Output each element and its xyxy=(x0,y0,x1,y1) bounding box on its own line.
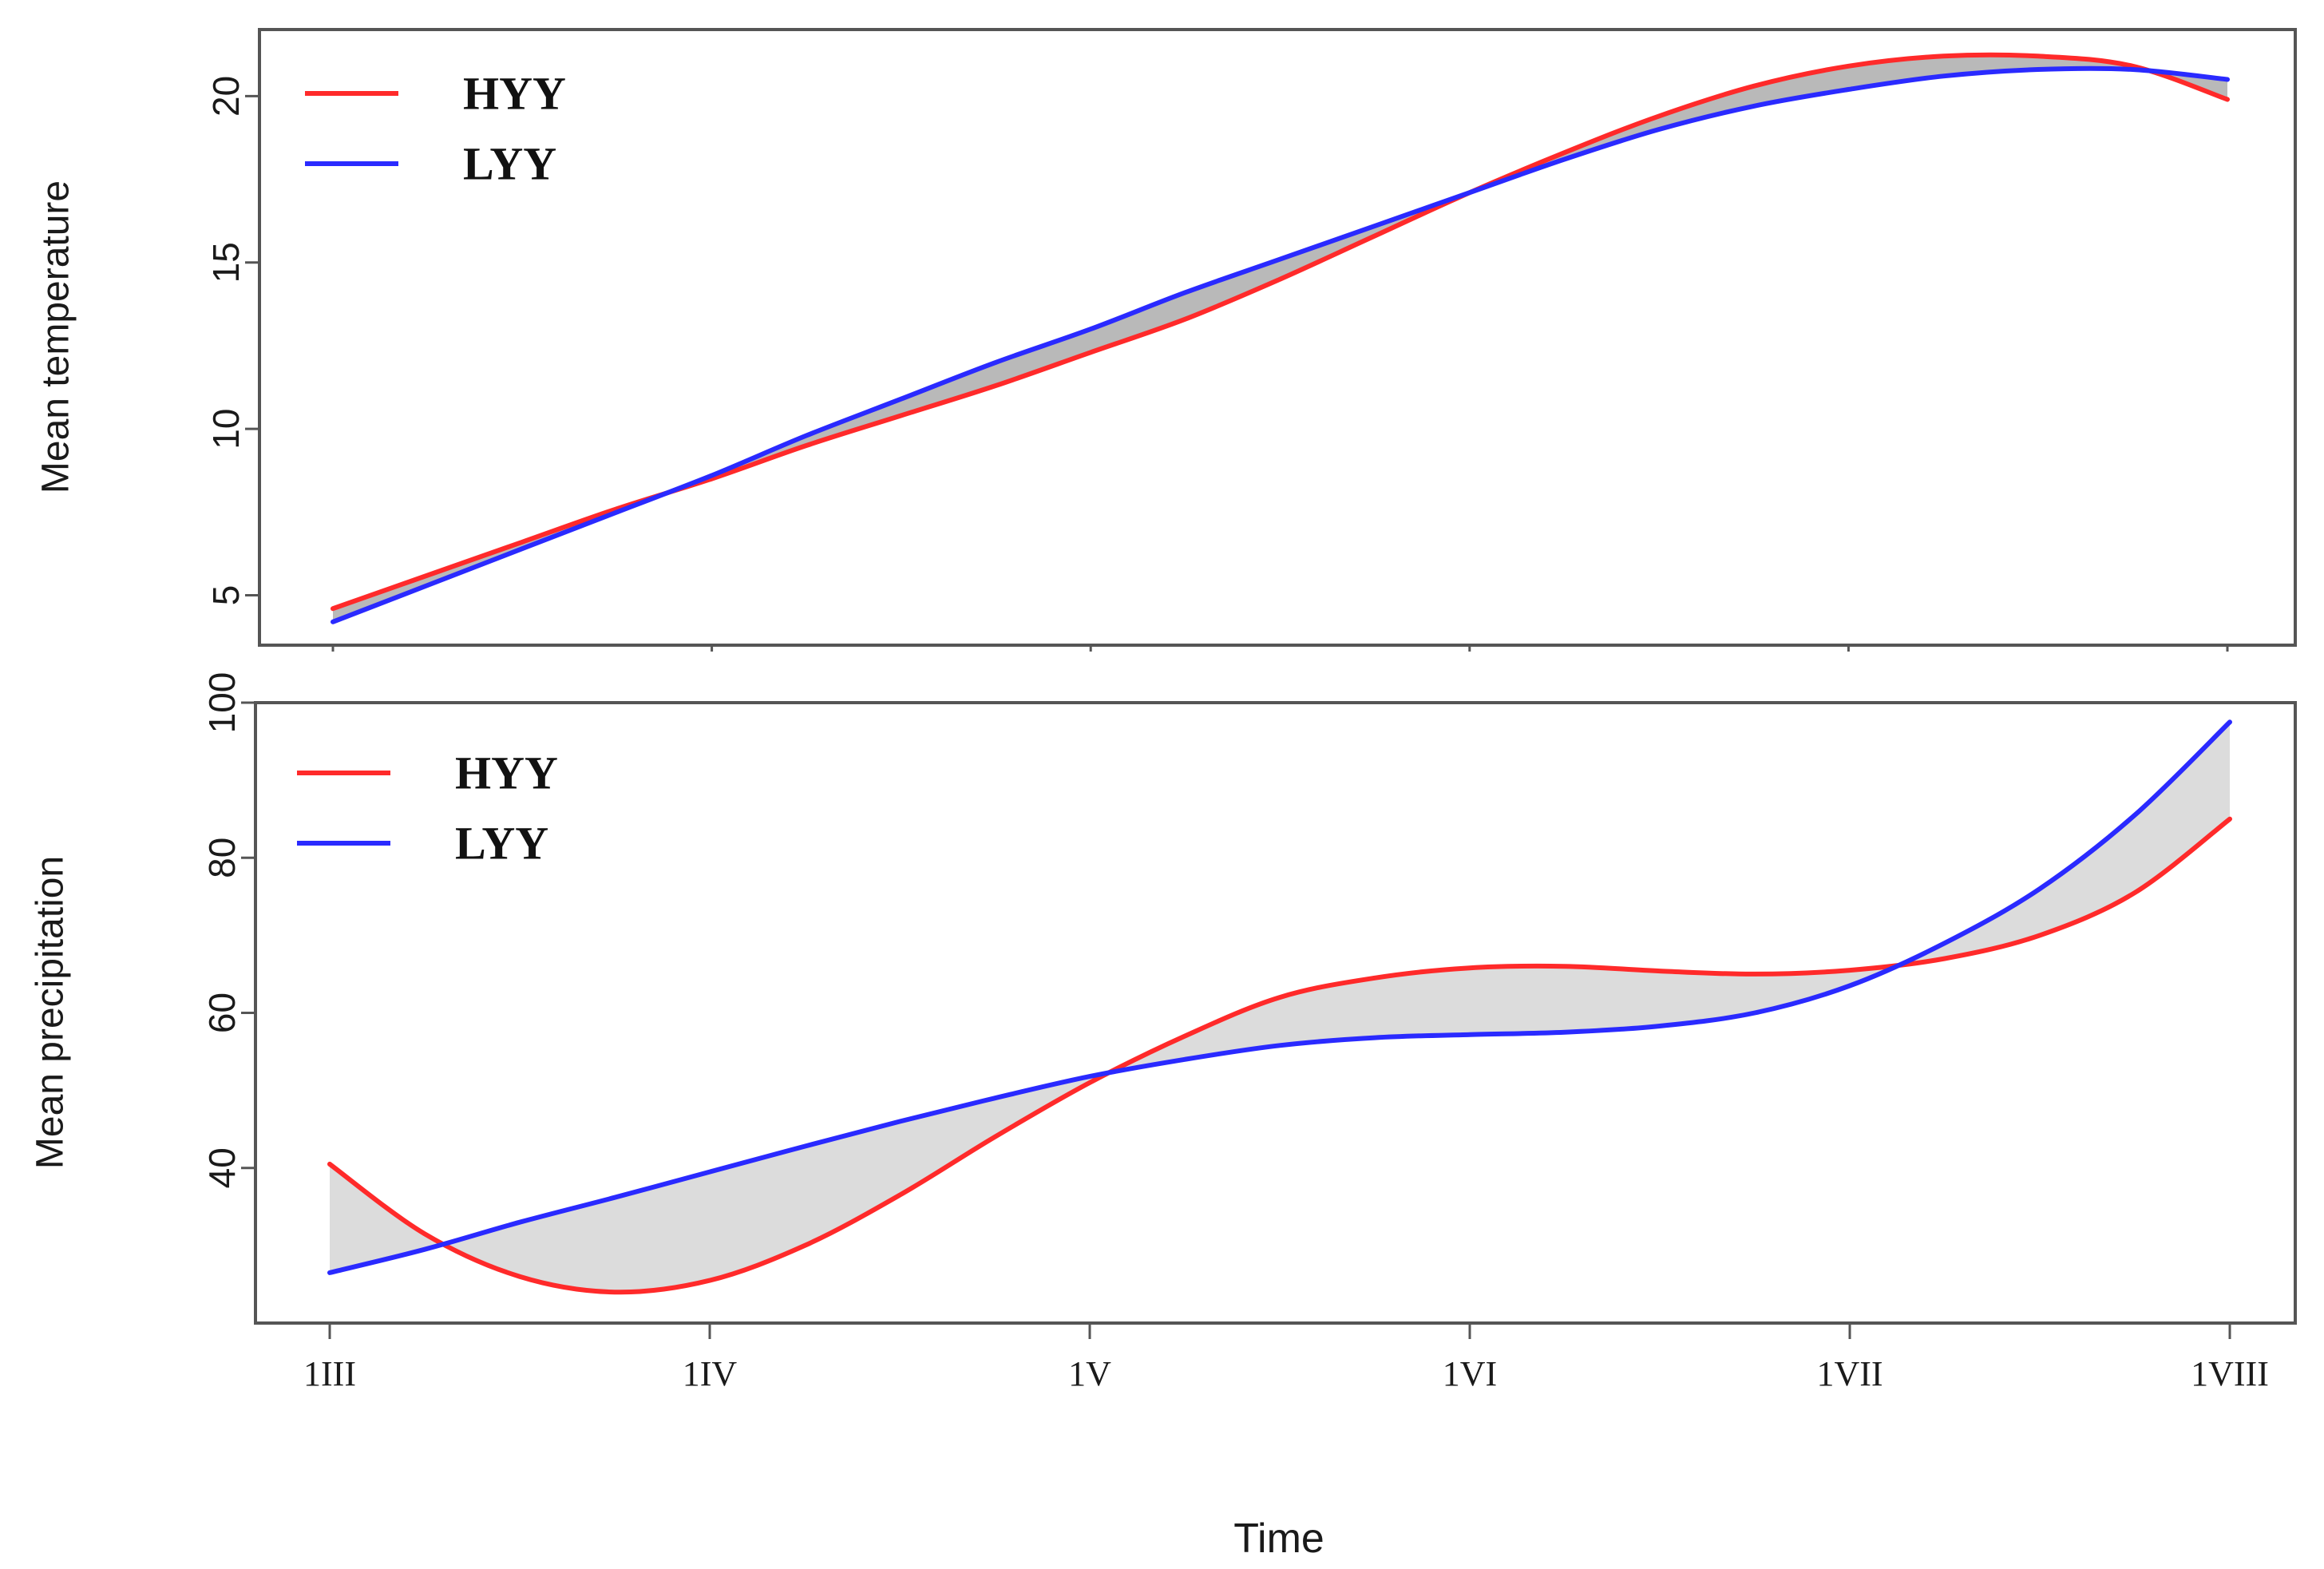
x-axis-title: Time xyxy=(1233,1516,1324,1562)
x-tick-label: 1III xyxy=(303,1354,356,1393)
difference-shading xyxy=(330,722,2230,1293)
series-line-lyy xyxy=(331,65,2230,624)
plot-frame xyxy=(258,28,2297,647)
series-line-hyy xyxy=(327,816,2232,1295)
y-tick-label: 60 xyxy=(201,993,243,1033)
legend: HYY LYY xyxy=(297,747,558,870)
x-tick-label: 1IV xyxy=(683,1354,738,1393)
series-line-hyy xyxy=(331,52,2230,612)
temperature-panel: 5 10 15 20 Mean temperature HYY LYY xyxy=(35,28,2297,652)
y-tick-label: 5 xyxy=(205,585,247,606)
x-tick-label: 1VII xyxy=(1816,1354,1883,1393)
precipitation-panel: 40 60 80 100 1III 1IV 1V 1VI 1VII 1VIII Mean preci… xyxy=(30,672,2297,1393)
legend-label-lyy: LYY xyxy=(455,818,548,870)
y-axis-title: Mean temperature xyxy=(35,180,77,493)
y-tick-label: 10 xyxy=(205,409,247,450)
y-axis-title: Mean precipitation xyxy=(30,856,72,1169)
y-tick-label: 20 xyxy=(205,76,247,117)
x-tick-label: 1VIII xyxy=(2191,1354,2269,1393)
y-tick-label: 40 xyxy=(201,1147,243,1188)
legend-label-hyy: HYY xyxy=(463,68,566,120)
x-tick-label: 1VI xyxy=(1443,1354,1497,1393)
y-tick-label: 80 xyxy=(201,838,243,878)
legend-label-hyy: HYY xyxy=(455,747,558,799)
y-tick-label: 100 xyxy=(201,672,243,734)
series-line-lyy xyxy=(327,719,2232,1275)
difference-shading xyxy=(333,54,2227,622)
x-tick-label: 1V xyxy=(1068,1354,1111,1393)
legend-label-lyy: LYY xyxy=(463,138,556,190)
y-tick-label: 15 xyxy=(205,242,247,283)
legend: HYY LYY xyxy=(305,68,566,190)
